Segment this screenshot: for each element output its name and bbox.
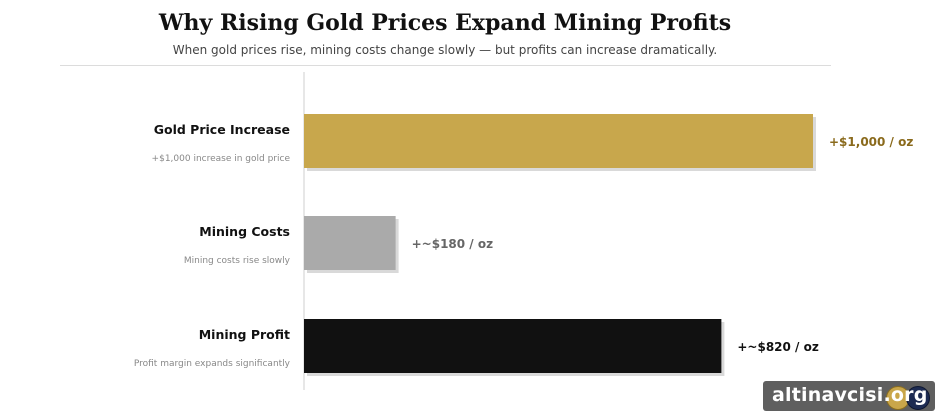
header-divider [60,65,831,66]
bar-3 [304,319,722,373]
category-label: Mining Profit [199,327,290,342]
category-description: Profit margin expands significantly [134,359,291,369]
data-label: +~$180 / oz [412,237,493,251]
chart-title: Why Rising Gold Prices Expand Mining Pro… [158,10,732,36]
category-label: Mining Costs [199,224,290,239]
bar-1 [304,114,813,168]
category-label: Gold Price Increase [154,122,290,137]
bar-2 [304,216,396,270]
watermark-text: altinavcisi.org [772,384,928,406]
category-description: Mining costs rise slowly [184,256,291,266]
data-label: +$1,000 / oz [829,135,913,149]
navy-coin-icon [906,386,930,410]
data-label: +~$820 / oz [737,340,818,354]
category-description: +$1,000 increase in gold price [152,154,291,164]
chart-subtitle: When gold prices rise, mining costs chan… [172,43,718,57]
